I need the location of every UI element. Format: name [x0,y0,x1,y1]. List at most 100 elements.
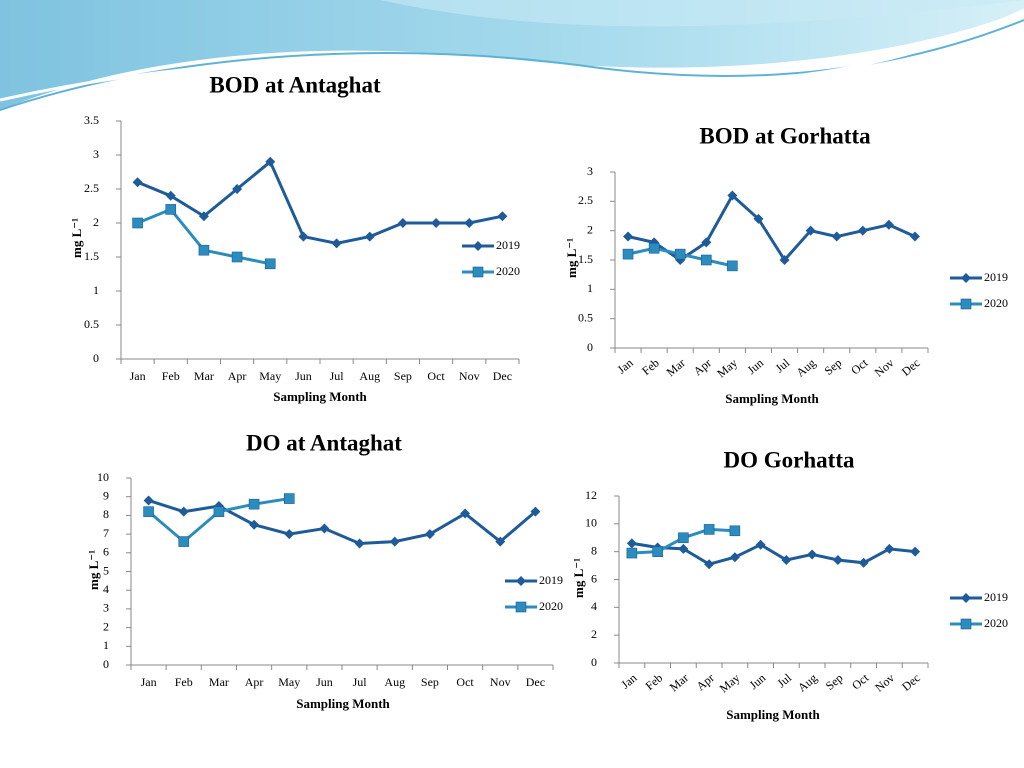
marker [831,231,842,242]
marker [626,547,638,559]
y-tick-label: 1 [93,283,99,297]
marker [265,156,276,167]
y-tick-label: 1.5 [578,252,593,266]
marker [283,493,295,504]
x-tick-label: Oct [849,670,872,692]
marker [883,219,894,230]
marker [248,498,260,510]
y-tick-label: 6 [103,545,109,559]
marker [515,601,527,613]
marker [858,557,869,568]
y-tick-label: 3 [103,601,109,615]
series-line [631,541,916,566]
marker [397,218,408,228]
y-axis-label: mg L⁻¹ [86,550,101,590]
x-tick-label: Aug [359,369,380,383]
y-tick-label: 1 [103,638,109,652]
y-tick-label: 3 [587,164,593,178]
marker [727,190,738,201]
x-tick-label: Aug [795,671,820,695]
x-tick-label: Sep [394,369,412,383]
chart: DO at Antaghat 0 1 2 3 4 5 6 7 8 9 10 Jan Feb Mar Apr Ma… [86,430,563,711]
legend-label: 2019 [984,590,1008,604]
x-axis-label: Sampling Month [726,707,820,722]
x-tick-label: Feb [643,671,666,693]
marker [143,506,154,517]
x-tick-label: Apr [228,369,247,383]
legend-label: 2019 [496,238,520,252]
chart-title: DO Gorhatta [724,447,855,472]
x-tick-label: Feb [639,356,662,378]
y-tick-label: 0 [591,655,597,669]
y-tick-label: 0 [93,351,99,365]
marker [530,506,541,517]
x-tick-label: Jun [316,675,333,689]
chart-title: BOD at Gorhatta [699,123,871,148]
y-tick-label: 12 [585,488,597,502]
x-tick-label: May [717,671,743,696]
marker [884,543,895,554]
marker [753,213,764,224]
y-tick-label: 7 [103,526,109,540]
x-tick-label: Nov [490,675,511,689]
x-tick-label: Dec [493,369,512,383]
x-tick-label: Jul [773,355,793,375]
marker [652,546,663,557]
marker [364,231,375,242]
marker [807,549,818,560]
marker [700,254,712,266]
x-tick-label: Nov [459,369,480,383]
marker [960,298,972,310]
marker [231,251,243,263]
marker [198,211,209,222]
marker [298,231,309,242]
x-tick-label: Jul [330,369,345,383]
marker [678,532,689,544]
x-axis-label: Sampling Month [725,391,819,406]
x-tick-label: Jan [130,369,146,383]
x-tick-label: Feb [162,369,180,383]
y-tick-label: 6 [591,571,597,585]
x-tick-label: Jun [747,671,769,692]
marker [961,593,971,603]
x-tick-label: Sep [421,675,439,689]
y-tick-label: 0.5 [84,317,99,331]
y-tick-label: 0 [587,340,593,354]
marker [779,255,790,265]
marker [264,258,276,270]
marker [516,576,526,586]
legend-label: 2020 [539,599,563,613]
x-tick-label: May [714,356,740,381]
marker [622,248,634,260]
marker [389,536,400,547]
y-axis-label: mg L⁻¹ [564,238,579,278]
x-tick-label: Nov [872,356,897,380]
legend-label: 2020 [496,264,520,278]
marker [755,539,766,550]
marker [648,242,660,254]
x-tick-label: Nov [872,671,897,695]
x-tick-label: Sep [822,356,845,378]
y-tick-label: 10 [585,516,597,530]
marker [626,538,637,549]
y-tick-label: 3.5 [84,113,99,127]
x-tick-label: Apr [694,671,717,694]
x-tick-label: Jan [614,356,635,377]
y-tick-label: 9 [103,488,109,502]
y-tick-label: 2.5 [84,181,99,195]
y-axis-label: mg L⁻¹ [69,218,84,258]
marker [781,555,792,566]
marker [703,524,715,535]
y-tick-label: 1 [587,281,593,295]
y-tick-label: 1.5 [84,249,99,263]
x-tick-label: Jul [774,670,794,690]
marker [497,211,508,222]
marker [623,231,634,242]
marker [857,225,868,236]
header-wave [0,0,1024,111]
marker [284,529,295,540]
x-tick-label: Apr [245,675,264,689]
marker [331,238,342,249]
y-tick-label: 4 [591,599,597,613]
